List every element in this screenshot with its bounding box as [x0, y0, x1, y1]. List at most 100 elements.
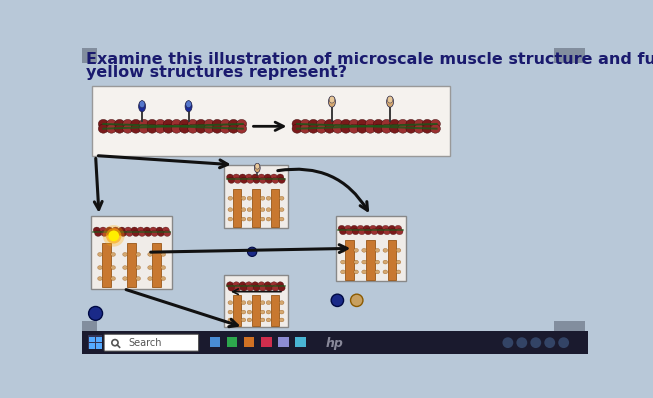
Ellipse shape	[188, 119, 198, 129]
Ellipse shape	[329, 96, 335, 103]
Ellipse shape	[325, 124, 334, 133]
Ellipse shape	[362, 260, 366, 264]
Ellipse shape	[264, 174, 271, 180]
Ellipse shape	[98, 252, 103, 256]
Ellipse shape	[123, 124, 133, 133]
Ellipse shape	[233, 174, 240, 180]
Ellipse shape	[123, 252, 127, 256]
Ellipse shape	[241, 196, 246, 200]
Ellipse shape	[396, 248, 401, 252]
Ellipse shape	[325, 119, 334, 129]
Circle shape	[502, 337, 513, 348]
FancyBboxPatch shape	[554, 321, 585, 352]
Ellipse shape	[414, 124, 424, 133]
Ellipse shape	[139, 124, 149, 133]
Ellipse shape	[236, 119, 247, 129]
Ellipse shape	[228, 285, 235, 291]
Ellipse shape	[93, 227, 100, 233]
Ellipse shape	[106, 124, 116, 133]
Ellipse shape	[229, 124, 238, 133]
Ellipse shape	[430, 124, 440, 133]
Text: Examine this illustration of microscale muscle structure and function.  What do : Examine this illustration of microscale …	[86, 52, 653, 66]
Ellipse shape	[236, 124, 247, 133]
Ellipse shape	[317, 119, 326, 129]
Ellipse shape	[261, 318, 265, 322]
Ellipse shape	[131, 124, 141, 133]
Ellipse shape	[101, 230, 108, 236]
Ellipse shape	[186, 101, 191, 108]
Ellipse shape	[272, 177, 279, 183]
Ellipse shape	[358, 228, 365, 235]
Ellipse shape	[239, 174, 246, 180]
Ellipse shape	[107, 230, 114, 236]
Ellipse shape	[365, 119, 375, 129]
Ellipse shape	[180, 124, 190, 133]
Ellipse shape	[137, 227, 144, 233]
Ellipse shape	[148, 252, 152, 256]
Ellipse shape	[349, 119, 359, 129]
Ellipse shape	[354, 248, 358, 252]
Ellipse shape	[196, 124, 206, 133]
Bar	[89, 343, 95, 349]
Ellipse shape	[270, 174, 278, 180]
Ellipse shape	[374, 119, 383, 129]
Ellipse shape	[258, 174, 265, 180]
Bar	[261, 337, 272, 347]
Ellipse shape	[258, 282, 265, 288]
Ellipse shape	[119, 230, 127, 236]
FancyBboxPatch shape	[66, 321, 97, 352]
Ellipse shape	[241, 310, 246, 314]
Ellipse shape	[261, 208, 265, 212]
Ellipse shape	[133, 230, 139, 236]
Circle shape	[558, 337, 569, 348]
Ellipse shape	[196, 119, 206, 129]
Ellipse shape	[163, 124, 174, 133]
Ellipse shape	[390, 124, 400, 133]
Ellipse shape	[362, 270, 366, 274]
Ellipse shape	[253, 177, 260, 183]
Ellipse shape	[227, 174, 234, 180]
Ellipse shape	[354, 260, 358, 264]
Ellipse shape	[406, 119, 416, 129]
Bar	[82, 331, 588, 354]
Ellipse shape	[164, 230, 170, 236]
Bar	[227, 337, 238, 347]
Ellipse shape	[341, 119, 351, 129]
Bar	[271, 189, 279, 227]
Ellipse shape	[375, 248, 379, 252]
Ellipse shape	[357, 119, 367, 129]
Ellipse shape	[340, 228, 347, 235]
Ellipse shape	[147, 119, 157, 129]
Ellipse shape	[396, 260, 401, 264]
Ellipse shape	[246, 282, 252, 288]
Ellipse shape	[155, 124, 165, 133]
Bar	[89, 337, 95, 342]
Circle shape	[108, 230, 119, 241]
Ellipse shape	[148, 265, 152, 269]
Ellipse shape	[266, 310, 271, 314]
Ellipse shape	[138, 101, 146, 112]
Ellipse shape	[247, 318, 252, 322]
Ellipse shape	[234, 285, 241, 291]
Ellipse shape	[147, 124, 157, 133]
Ellipse shape	[239, 282, 246, 288]
Ellipse shape	[136, 252, 140, 256]
Ellipse shape	[111, 277, 116, 281]
Ellipse shape	[161, 265, 166, 269]
Ellipse shape	[259, 177, 266, 183]
Ellipse shape	[383, 270, 388, 274]
Ellipse shape	[228, 301, 232, 304]
FancyBboxPatch shape	[554, 32, 585, 63]
Bar	[224, 165, 288, 228]
Ellipse shape	[204, 124, 214, 133]
Ellipse shape	[346, 228, 353, 235]
FancyBboxPatch shape	[104, 334, 199, 351]
Ellipse shape	[247, 310, 252, 314]
Ellipse shape	[157, 230, 165, 236]
Ellipse shape	[266, 217, 271, 221]
Ellipse shape	[247, 196, 252, 200]
Bar	[252, 189, 261, 227]
Ellipse shape	[308, 119, 319, 129]
Ellipse shape	[278, 177, 285, 183]
Ellipse shape	[114, 124, 125, 133]
